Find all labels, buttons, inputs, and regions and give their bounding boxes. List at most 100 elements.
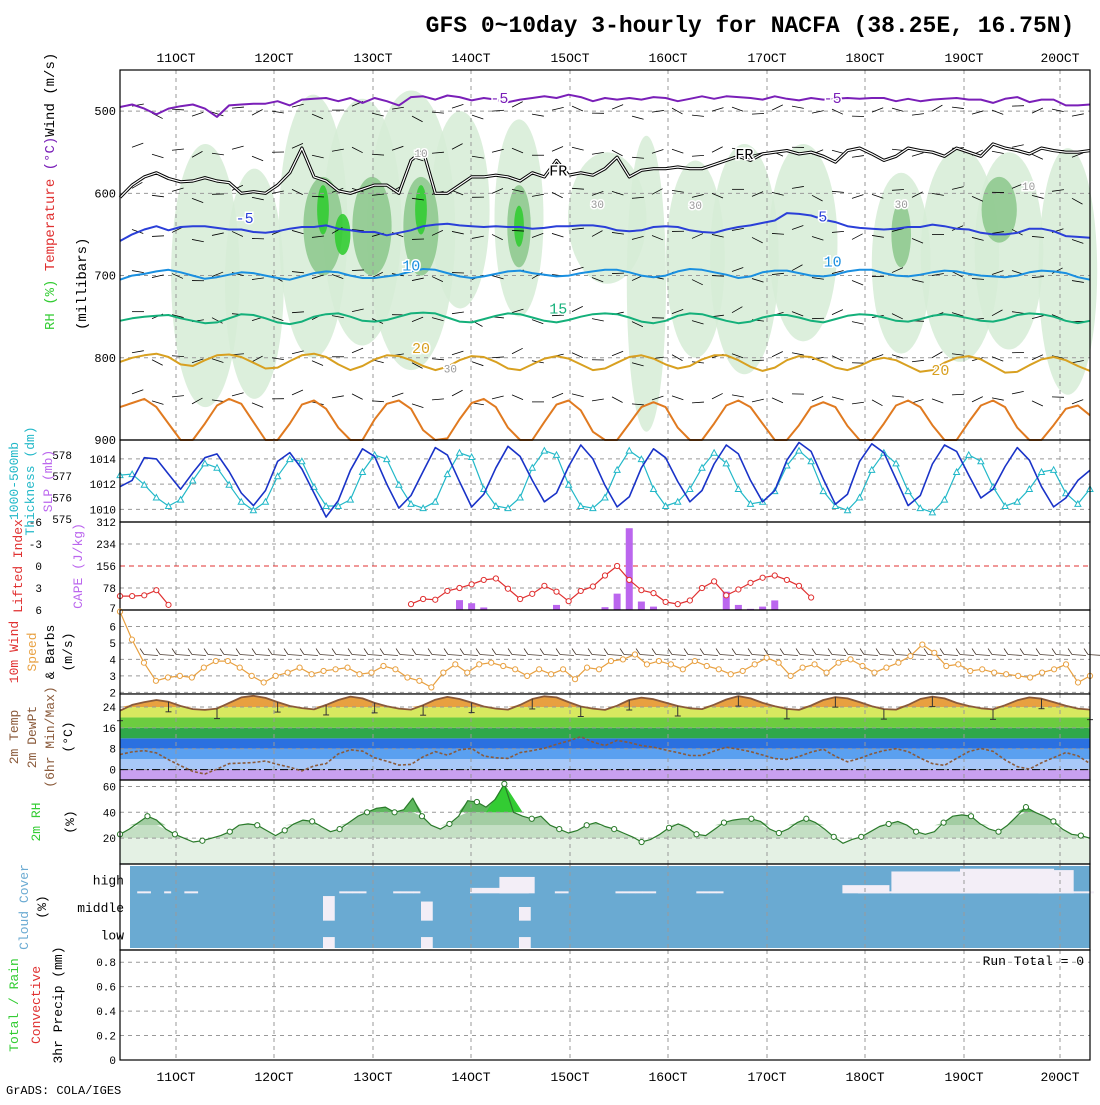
rh2m-marker-36 xyxy=(447,821,452,826)
cloud-high-tick-134 xyxy=(1020,891,1027,893)
wind10m-speed-marker-3 xyxy=(153,678,158,683)
wind10m-speed-marker-22 xyxy=(381,663,386,668)
wind10m-ytick-0: 2 xyxy=(109,688,116,700)
li-marker-42 xyxy=(627,577,632,582)
wind10m-speed-marker-24 xyxy=(405,675,410,680)
rh2m-marker-84 xyxy=(886,821,891,826)
li-marker-56 xyxy=(796,583,801,588)
upper-air-ylabel: RH (%) Temperature (°C)Wind (m/s) xyxy=(43,53,59,330)
li-marker-57 xyxy=(809,595,814,600)
li-marker-44 xyxy=(651,591,656,596)
upper-air-ylabel-part-0: RH (%) xyxy=(43,280,59,330)
contour-label-10: 20 xyxy=(412,341,430,358)
wind10m-speed-marker-41 xyxy=(608,658,613,663)
cloud-high-tick-121 xyxy=(932,891,939,893)
wind10m-speed-marker-34 xyxy=(525,673,530,678)
cloud-break-9 xyxy=(323,937,335,948)
rh2m-marker-93 xyxy=(968,814,973,819)
upper-air-ytick-4: 900 xyxy=(94,434,116,448)
li-marker-48 xyxy=(699,585,704,590)
rh2m-marker-60 xyxy=(666,825,671,830)
time-axis-top-label-4: 15OCT xyxy=(550,51,589,66)
upper-air-ylabel-part-2: (°C) xyxy=(43,137,59,171)
contour-label-16: 30 xyxy=(591,200,604,212)
cloud-high-tick-111 xyxy=(865,891,872,893)
time-axis-bottom-label-3: 14OCT xyxy=(451,1070,490,1085)
rh2m-marker-48 xyxy=(557,827,562,832)
time-axis-bottom-label-1: 12OCT xyxy=(254,1070,293,1085)
li-marker-47 xyxy=(687,598,692,603)
li-marker-26 xyxy=(433,597,438,602)
wind10m-speed-marker-11 xyxy=(249,673,254,678)
li-marker-4 xyxy=(166,602,171,607)
cloud-high-tick-137 xyxy=(1040,891,1047,893)
cloud-high-tick-141 xyxy=(1067,891,1074,893)
contour-label-17: 10 xyxy=(414,149,427,161)
wind10m-speed-marker-80 xyxy=(1075,680,1080,685)
li-marker-34 xyxy=(530,591,535,596)
temp-band-2 xyxy=(120,749,1090,759)
cloud-high-tick-87 xyxy=(703,891,710,893)
wind10m-speed-marker-44 xyxy=(644,662,649,667)
li-marker-31 xyxy=(493,576,498,581)
rh2m-marker-54 xyxy=(612,827,617,832)
rh2m-ytick-1: 40 xyxy=(103,808,116,820)
wind10m-ylabel-2: & Barbs xyxy=(43,625,58,680)
wind10m-speed-marker-36 xyxy=(549,672,554,677)
rh2m-marker-9 xyxy=(200,838,205,843)
wind10m-speed-marker-13 xyxy=(273,673,278,678)
li-ytick-2: 0 xyxy=(35,562,42,574)
contour-label-14: 10 xyxy=(1022,182,1035,194)
li-ylabel: Lifted Index xyxy=(11,519,26,613)
li-marker-50 xyxy=(724,593,729,598)
cloud-high-tick-140 xyxy=(1060,891,1067,893)
cloud-high-tick-7 xyxy=(164,891,171,893)
cloud-high-tick-136 xyxy=(1033,891,1040,893)
li-ytick-0: -6 xyxy=(29,518,42,530)
li-marker-29 xyxy=(469,582,474,587)
wind10m-speed-marker-5 xyxy=(177,673,182,678)
temp2m-ytick-2: 16 xyxy=(103,724,116,736)
wind10m-speed-marker-55 xyxy=(776,660,781,665)
cape-ytick-4: 312 xyxy=(96,518,116,530)
wind10m-speed-marker-54 xyxy=(764,655,769,660)
li-marker-52 xyxy=(748,580,753,585)
li-marker-40 xyxy=(602,573,607,578)
wind10m-speed-marker-64 xyxy=(884,665,889,670)
wind10m-speed-marker-43 xyxy=(632,652,637,657)
cloud-high-tick-126 xyxy=(966,891,973,893)
wind10m-speed-marker-74 xyxy=(1004,672,1009,677)
cloud-break-7 xyxy=(421,902,433,921)
li-marker-32 xyxy=(505,586,510,591)
cloud-high-tick-110 xyxy=(858,891,865,893)
cloud-layer-label-low: low xyxy=(101,928,125,943)
wind10m-speed-marker-58 xyxy=(812,662,817,667)
rh2m-ylabel-0: 2m RH xyxy=(29,802,44,841)
rh2m-marker-33 xyxy=(419,814,424,819)
wind10m-speed-marker-6 xyxy=(189,675,194,680)
li-marker-46 xyxy=(675,602,680,607)
time-axis-top-label-5: 16OCT xyxy=(648,51,687,66)
wind10m-speed-marker-2 xyxy=(141,660,146,665)
rh2m-marker-69 xyxy=(749,816,754,821)
cloud-high-tick-131 xyxy=(999,891,1006,893)
li-marker-39 xyxy=(590,584,595,589)
cloud-high-tick-41 xyxy=(393,891,400,893)
time-axis-top-label-1: 12OCT xyxy=(254,51,293,66)
li-marker-55 xyxy=(784,577,789,582)
cloud-high-tick-74 xyxy=(615,891,622,893)
contour-label-5: -5 xyxy=(236,211,254,228)
wind10m-speed-marker-42 xyxy=(620,657,625,662)
cloud-high-tick-79 xyxy=(649,891,656,893)
wind10m-speed-marker-12 xyxy=(261,680,266,685)
li-marker-53 xyxy=(760,575,765,580)
temp-band-4 xyxy=(120,728,1090,738)
wind10m-ylabel-0: 10m Wind xyxy=(7,621,22,683)
precip-ylabel-1: Convective xyxy=(29,966,44,1044)
cloud-high-tick-138 xyxy=(1047,891,1054,893)
rh2m-marker-27 xyxy=(364,810,369,815)
cloud-high-tick-78 xyxy=(642,891,649,893)
wind10m-speed-marker-79 xyxy=(1063,662,1068,667)
rh2m-marker-24 xyxy=(337,827,342,832)
